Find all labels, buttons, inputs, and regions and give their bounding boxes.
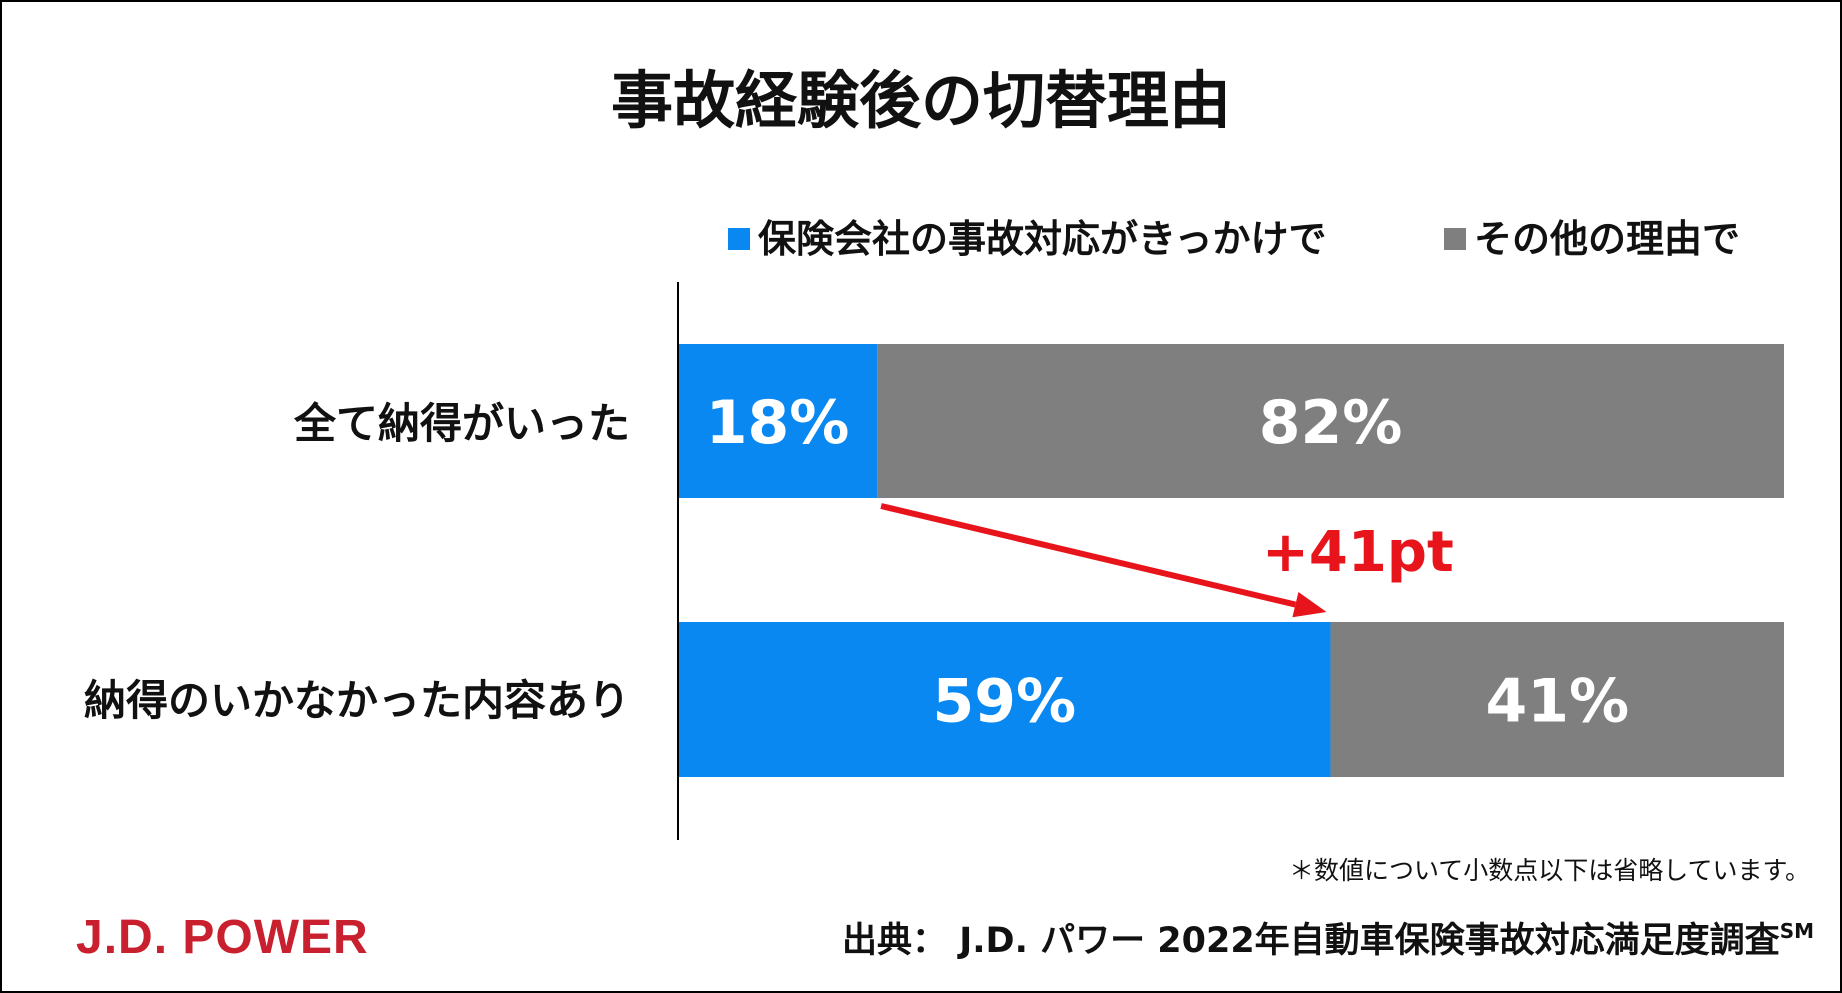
legend-item-primary: 保険会社の事故対応がきっかけで	[728, 208, 1326, 263]
bar-other-2	[1330, 622, 1784, 777]
difference-annotation: +41pt	[1262, 520, 1454, 585]
change-arrow-shaft	[880, 503, 1297, 608]
legend-label-other: その他の理由で	[1474, 217, 1741, 261]
legend-label-primary: 保険会社の事故対応がきっかけで	[758, 217, 1327, 261]
chart-title: 事故経験後の切替理由	[610, 64, 1231, 137]
change-arrow-head	[1292, 591, 1327, 618]
category-label-2: 納得のいかなかった内容あり	[83, 676, 630, 725]
jd-power-logo: J.D. POWER	[76, 911, 369, 964]
legend-swatch-primary	[728, 228, 750, 250]
source-text: 出典： J.D. パワー 2022年自動車保険事故対応満足度調査	[842, 921, 1780, 961]
footnote: ＊数値について小数点以下は省略しています。	[1288, 856, 1810, 885]
service-mark: SM	[1779, 919, 1814, 943]
source-credit: 出典： J.D. パワー 2022年自動車保険事故対応満足度調査SM	[842, 912, 1814, 963]
data-label-primary-2: 59%	[932, 667, 1076, 737]
legend-swatch-other	[1444, 228, 1466, 250]
bar-other-1	[877, 344, 1784, 498]
legend-item-other: その他の理由で	[1444, 208, 1740, 263]
data-label-other-1: 82%	[1259, 388, 1403, 458]
bar-primary-1	[678, 344, 878, 498]
bar-primary-2	[678, 622, 1331, 777]
data-label-other-2: 41%	[1485, 667, 1629, 737]
data-label-primary-1: 18%	[706, 388, 850, 458]
category-label-1: 全て納得がいった	[293, 399, 630, 448]
